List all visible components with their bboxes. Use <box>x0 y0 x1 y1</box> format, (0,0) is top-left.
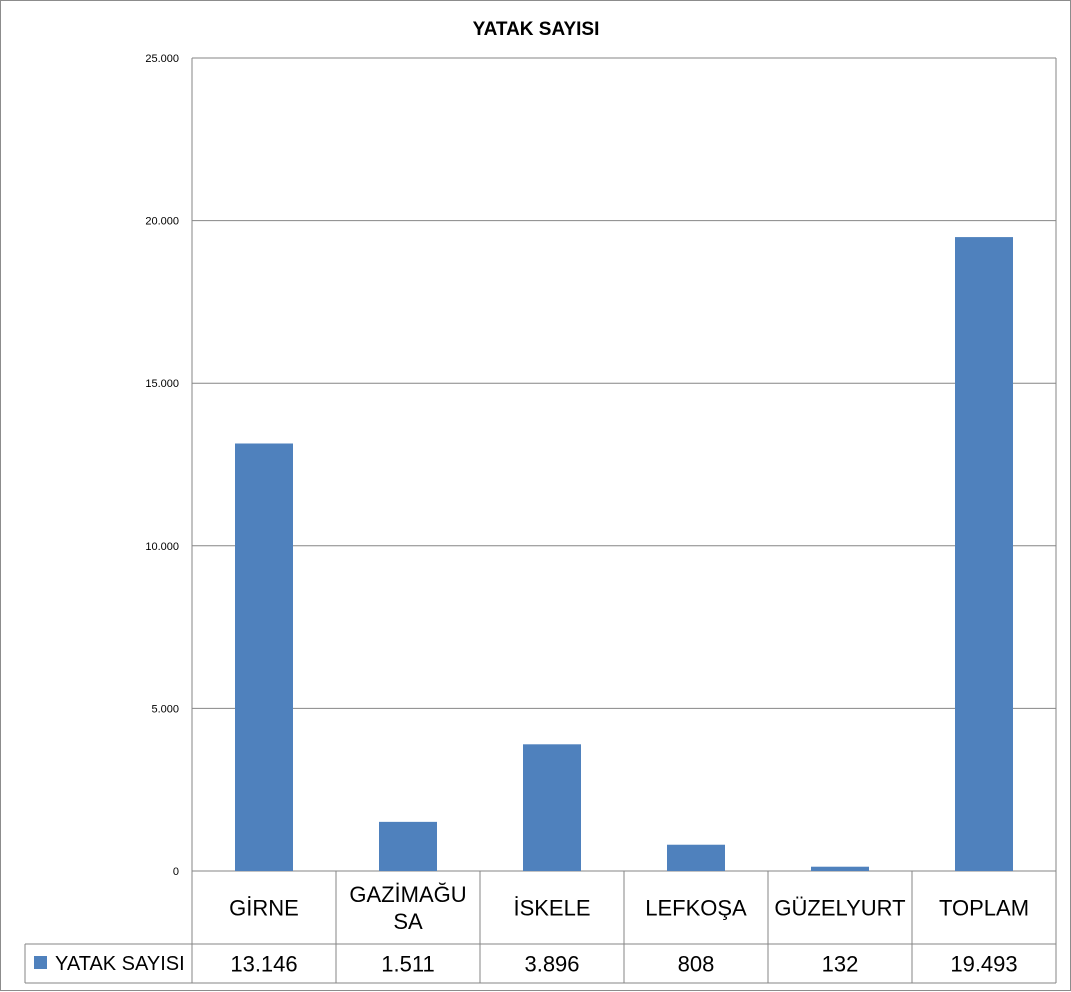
data-value-label: 13.146 <box>230 952 297 977</box>
bar-4 <box>811 866 869 871</box>
data-value-label: 19.493 <box>950 952 1017 977</box>
y-tick-label: 15.000 <box>145 378 179 390</box>
gridlines <box>191 57 1057 983</box>
y-tick-label: 5.000 <box>151 703 179 715</box>
category-label: GÜZELYURT <box>774 896 905 921</box>
y-tick-label: 10.000 <box>145 541 179 553</box>
bar-5 <box>955 237 1013 871</box>
chart-title: YATAK SAYISI <box>473 19 600 40</box>
y-tick-label: 20.000 <box>145 216 179 228</box>
legend-label: YATAK SAYISI <box>55 953 185 975</box>
category-label: GAZİMAĞU <box>349 882 466 907</box>
bar-0 <box>235 443 293 871</box>
y-axis-ticks: 0 5.000 10.000 15.000 20.000 25.000 <box>145 53 179 878</box>
data-value-label: 808 <box>678 952 715 977</box>
data-value-label: 3.896 <box>524 952 579 977</box>
bar-2 <box>523 744 581 871</box>
category-label: İSKELE <box>513 896 590 921</box>
bar-3 <box>667 844 725 871</box>
data-value-label: 132 <box>822 952 859 977</box>
category-label: TOPLAM <box>939 896 1029 921</box>
y-tick-label: 25.000 <box>145 53 179 65</box>
category-label: LEFKOŞA <box>645 896 747 921</box>
y-tick-label: 0 <box>173 866 179 878</box>
bar-1 <box>379 821 437 871</box>
legend-swatch <box>34 956 47 969</box>
bars <box>235 237 1013 871</box>
category-label: SA <box>393 909 423 934</box>
category-label: GİRNE <box>229 896 299 921</box>
data-value-label: 1.511 <box>381 952 434 977</box>
